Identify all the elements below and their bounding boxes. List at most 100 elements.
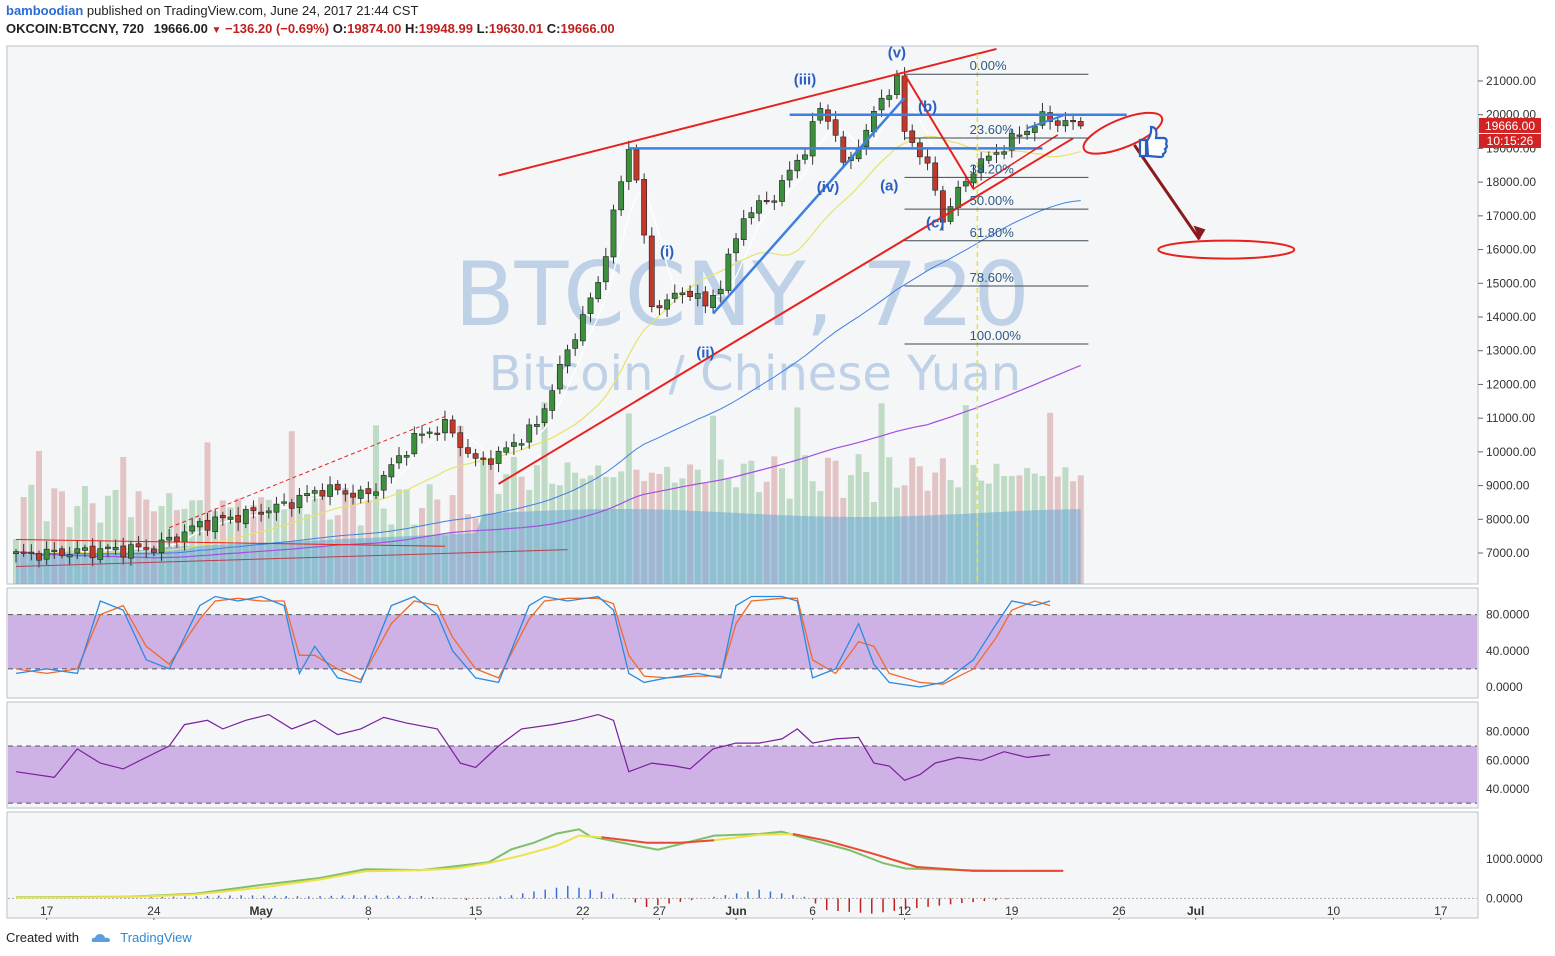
candle-body (43, 548, 50, 560)
candle-body (334, 483, 341, 491)
high-label: H: (405, 21, 419, 36)
created-with-label: Created with (6, 930, 79, 945)
volume-bar (962, 405, 969, 584)
candle-body (1070, 120, 1076, 123)
candle-body (648, 235, 655, 308)
footer: Created with TradingView (6, 930, 192, 945)
candle-body (633, 149, 640, 181)
price-tick-label: 13000.00 (1486, 344, 1536, 358)
publish-line: bamboodian published on TradingView.com,… (6, 3, 418, 18)
open-label: O: (332, 21, 348, 36)
candle-body (756, 200, 762, 214)
tradingview-link[interactable]: TradingView (120, 930, 192, 945)
candle-body (1001, 151, 1008, 155)
candle-body (242, 509, 249, 525)
volume-bar (265, 499, 272, 584)
candle-body (549, 390, 556, 411)
author-name[interactable]: bamboodian (6, 3, 84, 18)
time-tick-label: 6 (809, 904, 816, 918)
candle-body (357, 489, 364, 499)
price-tick-label: 7000.00 (1486, 546, 1530, 560)
candle-body (311, 490, 318, 494)
time-tick-label: 17 (40, 904, 54, 918)
candle-body (319, 490, 326, 497)
candle-body (166, 536, 173, 541)
candle-body (74, 548, 81, 554)
fib-level-label: 61.80% (970, 225, 1015, 240)
decline-line (903, 73, 975, 190)
candle-body (189, 525, 196, 532)
price-change: −136.20 (−0.69%) (224, 21, 330, 36)
candle-body (105, 546, 111, 549)
flat-trendline (15, 539, 445, 547)
candle-body (196, 521, 203, 528)
time-tick-label: 17 (1434, 904, 1448, 918)
time-tick-label: May (249, 904, 273, 918)
volume-bar (35, 450, 42, 584)
low-value: 19630.01 (488, 21, 544, 36)
candle-body (916, 142, 923, 158)
candle-body (350, 492, 356, 498)
candle-body (924, 156, 931, 164)
candle-body (687, 290, 693, 297)
candle-body (204, 519, 211, 531)
time-tick-label: 19 (1005, 904, 1019, 918)
wave-label: (iv) (817, 179, 840, 196)
candle-body (449, 419, 456, 434)
rsi-panel: 80.0000 60.0000 40.0000 (8, 713, 1530, 804)
candle-body (618, 181, 625, 211)
candle-body (82, 547, 88, 551)
last-price: 19666.00 (153, 21, 208, 36)
candle-body (265, 510, 272, 514)
volume-bar (58, 491, 65, 584)
price-tick-label: 9000.00 (1486, 479, 1530, 493)
candle-body (1039, 111, 1046, 126)
candle-body (503, 447, 510, 453)
high-value: 19948.99 (418, 21, 473, 36)
last-price-tag (1479, 117, 1541, 133)
candle-body (97, 548, 104, 560)
candle-body (51, 549, 58, 552)
candle-body (273, 503, 280, 513)
panel-tick-label: 0.0000 (1486, 891, 1523, 905)
volume-bar (258, 497, 265, 584)
candle-body (480, 457, 487, 460)
symbol-watermark: BTCCNY, 720 Bitcoin / Chinese Yuan (454, 243, 1029, 402)
candle-body (978, 158, 985, 173)
macd-panel: 1000.0000 0.0000 (8, 828, 1543, 914)
candle-body (518, 443, 525, 446)
volume-bar (794, 407, 801, 584)
candle-body (434, 432, 441, 435)
fib-level-label: 50.00% (970, 193, 1015, 208)
candle-body (250, 507, 257, 511)
wave-label: (i) (660, 243, 674, 260)
candle-body (802, 154, 808, 160)
volume-ma-area (16, 509, 1081, 584)
price-tick-label: 10000.00 (1486, 445, 1536, 459)
candle-body (403, 455, 410, 458)
small-wedge-line (1026, 113, 1066, 130)
price-tick-label: 15000.00 (1486, 276, 1536, 290)
down-triangle-icon: ▼ (211, 25, 222, 36)
open-value: 19874.00 (347, 21, 402, 36)
stochastic-panel: 80.0000 40.0000 0.0000 (8, 595, 1530, 694)
candle-body (472, 453, 479, 459)
time-tick-label: 10 (1327, 904, 1341, 918)
panel-tick-label: 60.0000 (1486, 753, 1530, 767)
volume-bar (104, 495, 111, 584)
candle-body (955, 186, 962, 208)
panel-tick-label: 80.0000 (1486, 725, 1530, 739)
candle-body (380, 474, 387, 491)
low-label: L: (476, 21, 489, 36)
candle-body (740, 218, 747, 241)
volume-bar (457, 425, 464, 584)
candle-body (173, 536, 180, 542)
target-ellipse (1082, 111, 1164, 155)
candle-body (595, 282, 602, 299)
panel-tick-label: 80.0000 (1486, 608, 1530, 622)
chart-area[interactable]: BTCCNY, 720 Bitcoin / Chinese Yuan 0.00%… (0, 40, 1555, 920)
time-tick-label: 15 (469, 904, 483, 918)
candle-body (135, 543, 142, 548)
candle-body (281, 501, 287, 504)
candle-body (610, 209, 617, 258)
